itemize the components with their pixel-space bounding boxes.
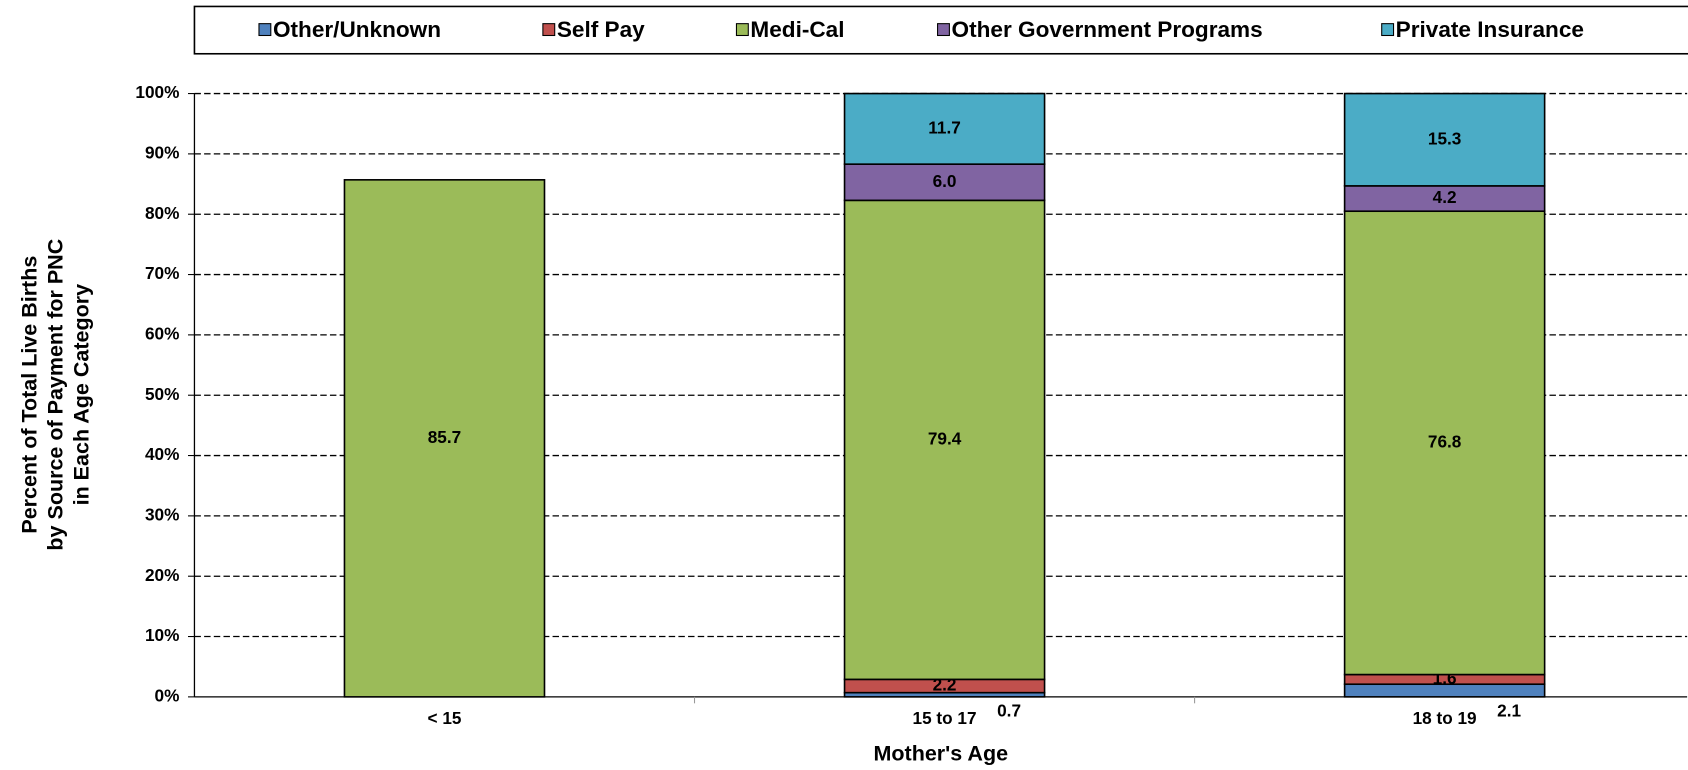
bar-segment (1343, 210, 1546, 676)
value-label: 85.7 (428, 427, 461, 447)
y-axis-title: Percent of Total Live Births (18, 256, 42, 534)
legend-swatch (735, 23, 749, 37)
legend-label: Other Government Programs (952, 17, 1263, 42)
y-tick-label: 60% (145, 323, 179, 343)
y-tick-label: 10% (145, 625, 179, 645)
value-label: 76.8 (1428, 431, 1462, 451)
y-tick-label: 20% (145, 565, 179, 585)
y-tick-label: 40% (145, 444, 179, 464)
value-label: 6.0 (933, 171, 957, 191)
bar-segment (343, 179, 546, 698)
y-tick-label: 80% (145, 203, 179, 223)
bar-segment (1343, 92, 1546, 187)
x-tick-label: 18 to 19 (1413, 708, 1477, 728)
bar-segment (843, 92, 1046, 165)
legend-label: Self Pay (557, 17, 645, 42)
value-label: 15.3 (1428, 128, 1461, 148)
legend-swatch (258, 23, 272, 37)
value-label: 2.1 (1497, 700, 1521, 720)
legend-swatch (1381, 23, 1395, 37)
bar-segment (843, 199, 1046, 681)
y-tick-label: 90% (145, 142, 179, 162)
y-axis-title: by Source of Payment for PNC (43, 239, 67, 551)
value-label: 11.7 (928, 117, 961, 137)
y-tick-label: 100% (135, 82, 179, 102)
x-axis-title: Mother's Age (874, 742, 1009, 766)
x-tick-label: < 15 (428, 708, 462, 728)
legend-label: Medi-Cal (750, 17, 844, 42)
legend-label: Other/Unknown (273, 17, 441, 42)
bar-segment (1343, 185, 1546, 213)
legend-swatch (937, 23, 950, 37)
value-label: 79.4 (928, 428, 962, 448)
value-label: 0.7 (997, 700, 1021, 720)
y-tick-label: 0% (155, 685, 180, 705)
y-tick-label: 30% (145, 504, 179, 524)
legend-label: Private Insurance (1396, 17, 1584, 42)
value-label: 4.2 (1433, 187, 1457, 207)
x-tick-label: 15 to 17 (913, 708, 977, 728)
y-tick-label: 70% (145, 263, 179, 283)
y-axis-title: in Each Age Category (69, 284, 93, 505)
y-tick-label: 50% (145, 384, 179, 404)
legend-swatch (542, 23, 556, 37)
